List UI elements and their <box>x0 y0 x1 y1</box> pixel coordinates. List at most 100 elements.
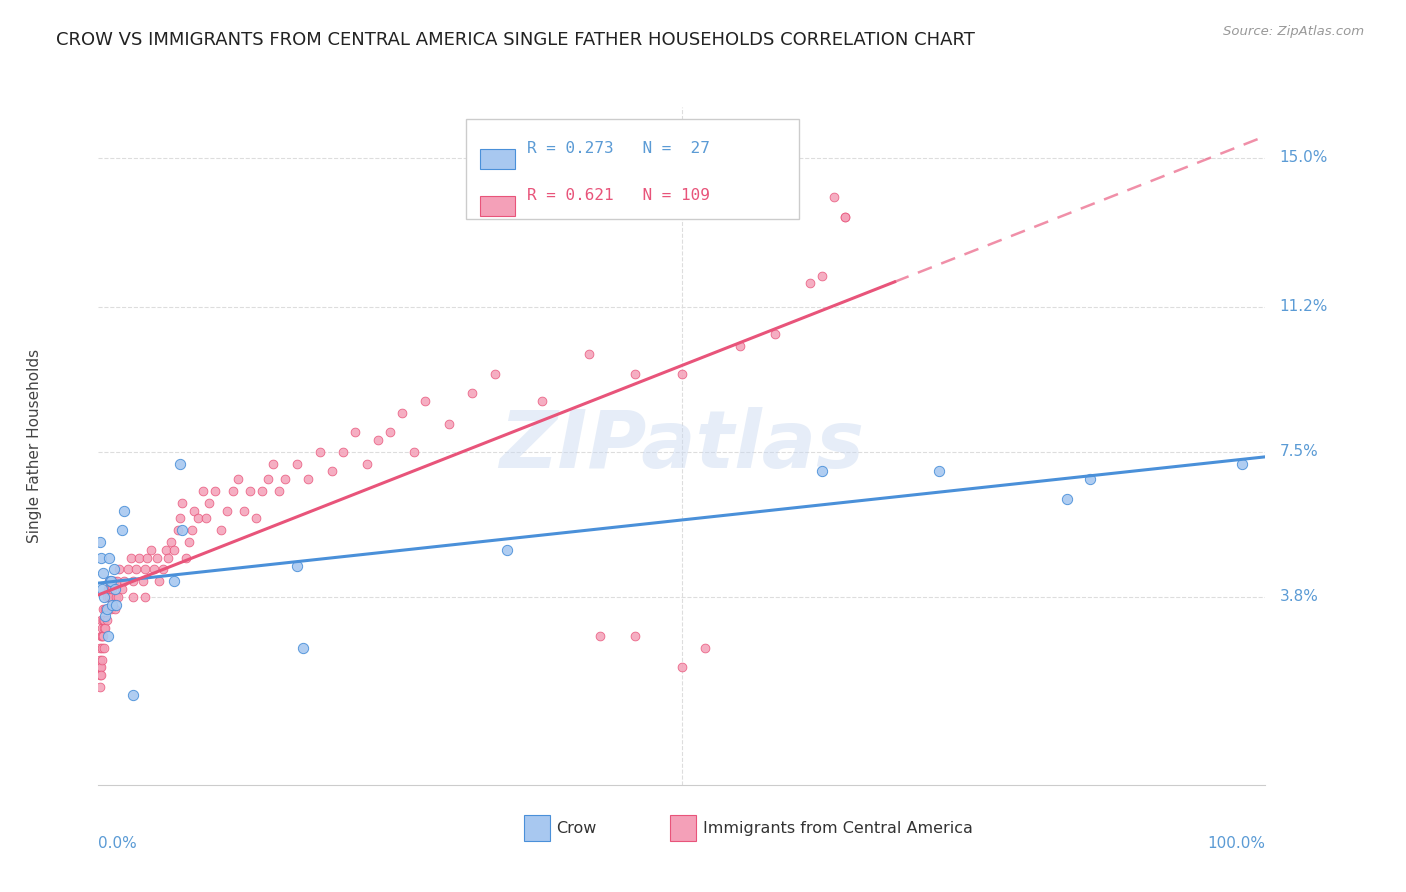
Point <box>285 558 308 573</box>
Point <box>811 268 834 283</box>
Point <box>1080 472 1102 486</box>
Point <box>228 472 250 486</box>
Point <box>578 347 600 361</box>
Text: R = 0.273   N =  27: R = 0.273 N = 27 <box>527 141 710 156</box>
Point <box>172 523 194 537</box>
Point <box>96 590 118 604</box>
Point <box>90 629 112 643</box>
Point <box>89 668 111 682</box>
Point <box>122 574 145 589</box>
Point <box>413 393 436 408</box>
Point <box>100 574 122 589</box>
Point <box>193 484 215 499</box>
Point <box>309 445 332 459</box>
Point <box>183 503 205 517</box>
Point <box>624 367 647 381</box>
Point <box>172 496 194 510</box>
Point <box>378 425 402 440</box>
Point <box>122 688 145 702</box>
Point <box>90 668 112 682</box>
Point <box>671 367 693 381</box>
Point <box>108 562 131 576</box>
Point <box>834 210 856 224</box>
Point <box>321 465 343 479</box>
Point <box>367 433 389 447</box>
Point <box>256 472 278 486</box>
Point <box>90 629 112 643</box>
Point <box>90 582 112 596</box>
Text: 15.0%: 15.0% <box>1279 151 1327 166</box>
Point <box>93 621 115 635</box>
Point <box>624 629 647 643</box>
Point <box>97 574 120 589</box>
Point <box>484 367 506 381</box>
Point <box>97 550 120 565</box>
Point <box>93 640 115 655</box>
Point <box>194 511 217 525</box>
Text: 3.8%: 3.8% <box>1279 590 1319 605</box>
Point <box>89 652 111 666</box>
Point <box>928 465 950 479</box>
Text: 11.2%: 11.2% <box>1279 300 1327 314</box>
Point <box>209 523 232 537</box>
Point <box>763 327 786 342</box>
Point <box>89 660 111 674</box>
Point <box>799 277 821 291</box>
Point <box>91 601 114 615</box>
Point <box>391 406 413 420</box>
Point <box>97 590 120 604</box>
Point <box>104 590 127 604</box>
Point <box>495 542 517 557</box>
Point <box>104 601 127 615</box>
Bar <box>479 196 515 216</box>
Point <box>159 535 181 549</box>
Point <box>125 562 148 576</box>
Point <box>344 425 367 440</box>
Point <box>356 457 378 471</box>
Point <box>98 574 121 589</box>
Point <box>1056 491 1078 506</box>
Point <box>169 511 191 525</box>
Point <box>94 601 117 615</box>
Point <box>96 613 118 627</box>
Point <box>90 613 112 627</box>
Point <box>143 562 166 576</box>
Point <box>94 609 117 624</box>
Text: Immigrants from Central America: Immigrants from Central America <box>703 821 973 836</box>
Point <box>100 590 122 604</box>
Point <box>111 582 134 596</box>
Point <box>166 523 188 537</box>
Point <box>250 484 273 499</box>
Point <box>134 562 156 576</box>
Point <box>174 550 197 565</box>
Point <box>97 629 120 643</box>
Point <box>221 484 243 499</box>
Bar <box>479 149 515 169</box>
Text: R = 0.621   N = 109: R = 0.621 N = 109 <box>527 188 710 202</box>
Point <box>823 190 845 204</box>
Text: ZIPatlas: ZIPatlas <box>499 407 865 485</box>
Point <box>148 574 170 589</box>
Point <box>437 417 460 432</box>
Point <box>89 640 111 655</box>
Point <box>128 550 150 565</box>
Point <box>101 582 124 596</box>
Text: Single Father Households: Single Father Households <box>27 349 42 543</box>
Text: 0.0%: 0.0% <box>98 836 138 851</box>
Point <box>93 613 115 627</box>
Point <box>139 542 162 557</box>
Text: CROW VS IMMIGRANTS FROM CENTRAL AMERICA SINGLE FATHER HOUSEHOLDS CORRELATION CHA: CROW VS IMMIGRANTS FROM CENTRAL AMERICA … <box>56 31 976 49</box>
Point <box>332 445 354 459</box>
Point <box>152 562 174 576</box>
Point <box>730 339 752 353</box>
Point <box>136 550 159 565</box>
Point <box>204 484 226 499</box>
Point <box>107 590 129 604</box>
Bar <box>671 814 696 840</box>
Point <box>146 550 169 565</box>
Text: 100.0%: 100.0% <box>1208 836 1265 851</box>
Point <box>262 457 284 471</box>
Point <box>671 660 693 674</box>
Point <box>285 457 308 471</box>
Point <box>169 457 191 471</box>
